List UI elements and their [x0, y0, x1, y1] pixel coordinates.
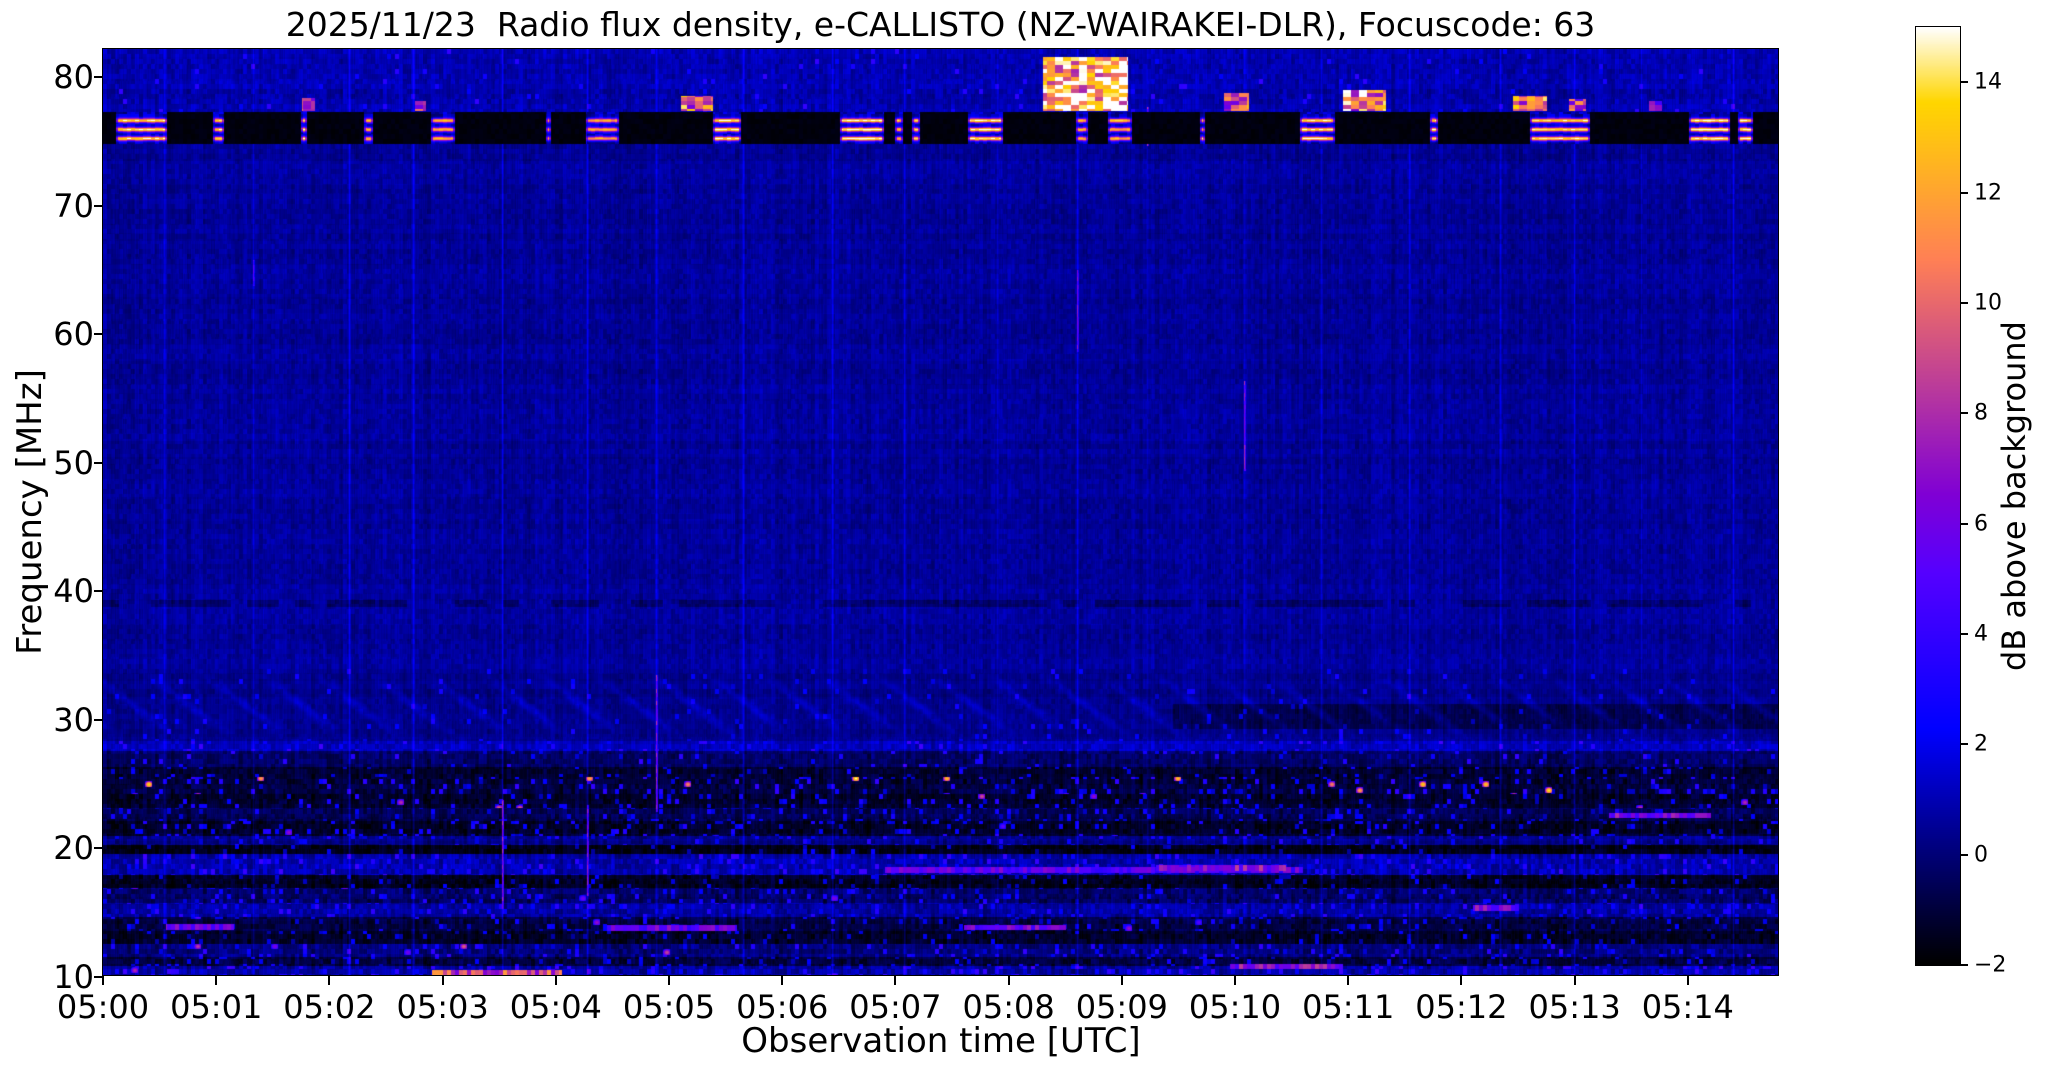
x-tick: [554, 976, 557, 985]
y-tick-label: 40: [53, 572, 94, 611]
colorbar-tick: [1960, 522, 1968, 525]
colorbar-tick-label: 6: [1974, 511, 1988, 537]
x-tick-label: 05:14: [1641, 988, 1734, 1026]
x-tick: [1234, 976, 1236, 985]
y-tick: [94, 976, 103, 979]
x-tick-label: 05:02: [283, 988, 376, 1026]
colorbar-tick: [1960, 743, 1968, 746]
y-tick-label: 50: [53, 443, 94, 482]
y-tick: [94, 590, 103, 593]
x-tick: [1007, 976, 1010, 985]
x-tick: [1120, 976, 1123, 985]
colorbar-tick: [1960, 191, 1968, 194]
y-tick: [94, 461, 103, 464]
colorbar-gradient: [1916, 27, 1960, 965]
y-tick: [94, 718, 103, 721]
x-tick: [1573, 976, 1576, 985]
colorbar-label: dB above background: [1995, 321, 2033, 671]
colorbar-tick-label: −2: [1974, 952, 2007, 978]
x-tick-label: 05:07: [849, 988, 942, 1026]
y-tick-label: 60: [53, 315, 94, 354]
colorbar-tick-label: 2: [1974, 731, 1988, 757]
y-tick-label: 80: [53, 58, 94, 97]
x-tick-label: 05:09: [1075, 988, 1168, 1026]
y-tick-label: 20: [53, 829, 94, 868]
x-tick-label: 05:11: [1302, 988, 1395, 1026]
colorbar-tick: [1960, 964, 1968, 966]
y-tick-label: 70: [53, 186, 94, 225]
x-tick: [328, 976, 331, 985]
x-tick: [1686, 976, 1689, 985]
y-tick-label: 10: [53, 958, 94, 997]
spectrogram-canvas: [103, 49, 1778, 975]
x-tick: [102, 976, 104, 985]
x-tick-label: 05:00: [56, 988, 150, 1026]
x-tick-label: 05:08: [962, 988, 1055, 1026]
x-tick-label: 05:04: [509, 988, 602, 1026]
plot-frame: [102, 48, 1779, 976]
colorbar-tick-label: 0: [1974, 842, 1988, 868]
y-tick: [94, 76, 103, 79]
colorbar-tick: [1960, 81, 1968, 84]
x-tick: [215, 976, 218, 985]
colorbar-tick-label: 4: [1974, 621, 1988, 647]
colorbar-frame: [1915, 26, 1961, 966]
colorbar-tick-label: 12: [1974, 180, 2002, 206]
x-tick: [1460, 976, 1463, 985]
x-axis-label: Observation time [UTC]: [741, 1021, 1141, 1061]
y-tick: [94, 333, 103, 336]
x-tick-label: 05:06: [736, 988, 829, 1026]
x-tick-label: 05:01: [170, 988, 263, 1026]
colorbar-tick: [1960, 301, 1968, 304]
colorbar-tick: [1960, 853, 1968, 856]
colorbar-tick-label: 10: [1974, 290, 2002, 316]
x-tick-label: 05:12: [1415, 988, 1508, 1026]
y-axis-label: Frequency [MHz]: [10, 369, 50, 655]
x-tick: [441, 976, 444, 985]
y-tick: [94, 847, 103, 850]
x-tick-label: 05:05: [622, 988, 716, 1026]
y-tick-label: 30: [53, 700, 94, 739]
colorbar-tick-label: 8: [1974, 400, 1988, 426]
y-tick: [94, 204, 103, 207]
x-tick: [668, 976, 670, 985]
figure-title: 2025/11/23 Radio flux density, e-CALLIST…: [285, 5, 1596, 44]
colorbar-tick: [1960, 632, 1968, 635]
x-tick: [894, 976, 897, 985]
colorbar-tick-label: 14: [1974, 69, 2002, 95]
x-tick-label: 05:03: [396, 988, 489, 1026]
colorbar-tick: [1960, 412, 1968, 415]
x-tick-label: 05:10: [1188, 988, 1282, 1026]
x-tick: [1347, 976, 1350, 985]
x-tick-label: 05:13: [1528, 988, 1621, 1026]
x-tick: [781, 976, 784, 985]
